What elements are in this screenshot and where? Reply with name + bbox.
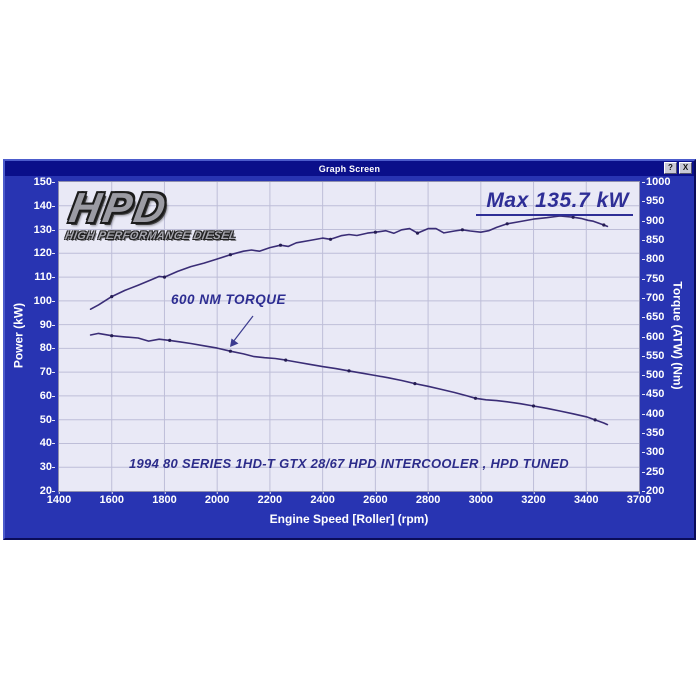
plot-area: HPD HIGH PERFORMANCE DIESEL Max 135.7 kW… — [58, 181, 640, 492]
power-tick-label: 110 — [34, 271, 55, 284]
rpm-tick-label: 3400 — [574, 491, 599, 506]
gridlines — [59, 182, 639, 491]
torque-tick-label: 350 — [641, 427, 665, 440]
power-tick-label: 50 — [39, 413, 56, 426]
power-tick-label: 120 — [33, 247, 56, 260]
torque-tick-label: 1000 — [641, 176, 671, 188]
window-title: Graph Screen — [318, 163, 381, 174]
torque-tick-label: 850 — [641, 233, 665, 246]
rpm-tick-label: 2200 — [257, 491, 283, 506]
rpm-tick-label: 2000 — [204, 491, 230, 506]
power-tick-label: 40 — [39, 437, 56, 450]
series-left — [89, 215, 609, 310]
left-axis-tick-labels: 150 140 130 120 110 100 90 80 70 60 50 40 30 20 — [5, 176, 56, 497]
graph-screen-window: Graph Screen ? X Power (kW) Torque (ATW)… — [3, 159, 696, 540]
torque-tick-label: 200 — [641, 485, 665, 497]
torque-tick-label: 900 — [641, 214, 665, 227]
torque-tick-label: 300 — [641, 446, 665, 459]
torque-tick-label: 800 — [641, 253, 665, 266]
power-tick-label: 150 — [33, 176, 56, 188]
power-tick-label: 30 — [39, 461, 56, 474]
help-button[interactable]: ? — [664, 162, 677, 174]
power-tick-label: 60 — [39, 389, 56, 402]
close-button[interactable]: X — [679, 162, 692, 174]
torque-tick-label: 550 — [641, 349, 665, 362]
torque-tick-label: 700 — [641, 291, 665, 304]
rpm-tick-label: 2800 — [415, 491, 441, 506]
right-axis-tick-labels: 1000 950 900 850 800 750 700 650 600 550 500 450 400… — [641, 176, 688, 497]
rpm-tick-label: 2600 — [363, 491, 388, 506]
rpm-tick-label: 3700 — [626, 491, 652, 506]
rpm-tick-label: 3200 — [521, 491, 546, 506]
window-titlebar[interactable]: Graph Screen ? X — [5, 161, 694, 176]
torque-tick-label: 250 — [641, 465, 665, 478]
power-tick-label: 70 — [39, 366, 56, 379]
max-power-label: Max 135.7 kW — [476, 189, 633, 216]
rpm-tick-label: 1800 — [152, 491, 177, 506]
dyno-curves-svg — [59, 182, 639, 491]
chart-canvas: Power (kW) Torque (ATW) (Nm) Engine Spee… — [5, 176, 694, 536]
torque-tick-label: 950 — [641, 195, 665, 208]
series-right — [89, 332, 609, 426]
torque-tick-label: 400 — [641, 407, 665, 420]
torque-tick-label: 500 — [641, 369, 665, 382]
rpm-tick-label: 3000 — [468, 491, 494, 506]
x-axis-title: Engine Speed [Roller] (rpm) — [269, 512, 429, 526]
torque-tick-label: 450 — [641, 388, 665, 401]
torque-note-label: 600 NM TORQUE — [171, 292, 287, 307]
rpm-tick-label: 2400 — [310, 491, 335, 506]
rpm-tick-label: 1600 — [99, 491, 124, 506]
power-tick-label: 20 — [39, 485, 56, 497]
torque-tick-label: 600 — [641, 330, 665, 343]
torque-tick-label: 750 — [641, 272, 665, 285]
titlebar-buttons: ? X — [664, 162, 692, 174]
power-tick-label: 90 — [39, 318, 56, 331]
power-tick-label: 100 — [33, 294, 56, 307]
run-description-label: 1994 80 SERIES 1HD-T GTX 28/67 HPD INTER… — [128, 456, 569, 471]
power-tick-label: 140 — [33, 199, 56, 212]
torque-note-arrow — [230, 315, 254, 347]
power-tick-label: 130 — [33, 223, 56, 236]
x-axis-tick-labels: 1400 1600 1800 2000 2200 2400 2600 2800 3000 3200… — [47, 491, 651, 507]
rpm-tick-label: 1400 — [46, 491, 72, 506]
power-tick-label: 80 — [39, 342, 56, 355]
torque-tick-label: 650 — [641, 311, 665, 324]
